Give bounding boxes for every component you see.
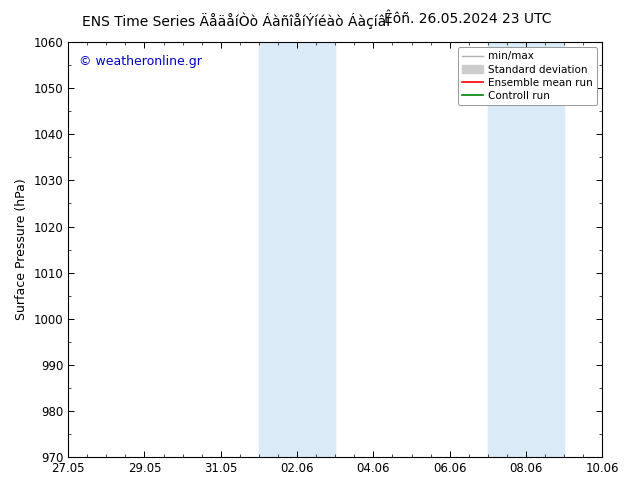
Text: © weatheronline.gr: © weatheronline.gr [79,54,202,68]
Text: Êôñ. 26.05.2024 23 UTC: Êôñ. 26.05.2024 23 UTC [384,12,552,26]
Bar [488,42,564,457]
Legend: min/max, Standard deviation, Ensemble mean run, Controll run: min/max, Standard deviation, Ensemble me… [458,47,597,105]
Text: ENS Time Series ÄåäåíÒò ÁàñîåíÝíéàò Áàçíâí: ENS Time Series ÄåäåíÒò ÁàñîåíÝíéàò Áàçí… [82,12,391,29]
Bar [259,42,335,457]
Y-axis label: Surface Pressure (hPa): Surface Pressure (hPa) [15,179,28,320]
